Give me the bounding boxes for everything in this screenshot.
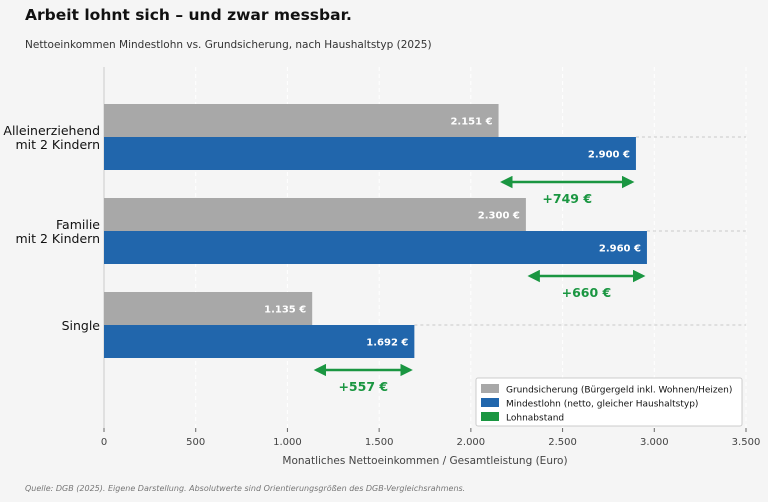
x-tick-label: 2.500 [548,437,577,448]
bar-grundsicherung [104,198,526,231]
legend-label: Grundsicherung (Bürgergeld inkl. Wohnen/… [506,386,732,396]
legend-swatch [481,384,499,393]
x-tick-label: 0 [101,437,107,448]
bar-mindestlohn [104,325,415,358]
category-label: mit 2 Kindern [15,137,100,152]
bar-grundsicherung [104,292,313,325]
legend-box [475,377,743,427]
gap-label: +557 € [338,379,388,394]
legend-swatch [481,398,499,407]
legend-swatch [481,412,499,421]
category-label: Familie [56,217,100,232]
source-note: Quelle: DGB (2025). Eigene Darstellung. … [25,484,466,493]
x-tick-label: 3.000 [640,437,669,448]
bar-value-label: 2.151 € [450,117,492,128]
x-tick-label: 1.000 [273,437,302,448]
bar-value-label: 1.135 € [264,305,306,316]
legend-label: Lohnabstand [506,414,564,424]
chart-title: Arbeit lohnt sich – und zwar messbar. [25,6,352,24]
x-axis-label: Monatliches Nettoeinkommen / Gesamtleist… [282,455,567,467]
bar-value-label: 2.300 € [478,211,520,222]
x-tick-label: 500 [186,437,205,448]
gap-label: +749 € [542,191,592,206]
bar-grundsicherung [104,104,499,137]
bar-value-label: 2.960 € [599,244,641,255]
category-label: mit 2 Kindern [15,231,100,246]
bar-value-label: 2.900 € [588,150,630,161]
category-label: Alleinerziehend [3,123,100,138]
x-tick-label: 3.500 [732,437,761,448]
category-label: Single [62,318,101,333]
x-tick-label: 1.500 [365,437,394,448]
x-tick-label: 2.000 [457,437,486,448]
legend-label: Mindestlohn (netto, gleicher Haushaltsty… [506,400,698,410]
bar-mindestlohn [104,137,636,170]
gap-label: +660 € [562,285,612,300]
bar-mindestlohn [104,231,647,264]
bar-value-label: 1.692 € [366,338,408,349]
chart-subtitle: Nettoeinkommen Mindestlohn vs. Grundsich… [25,39,432,51]
